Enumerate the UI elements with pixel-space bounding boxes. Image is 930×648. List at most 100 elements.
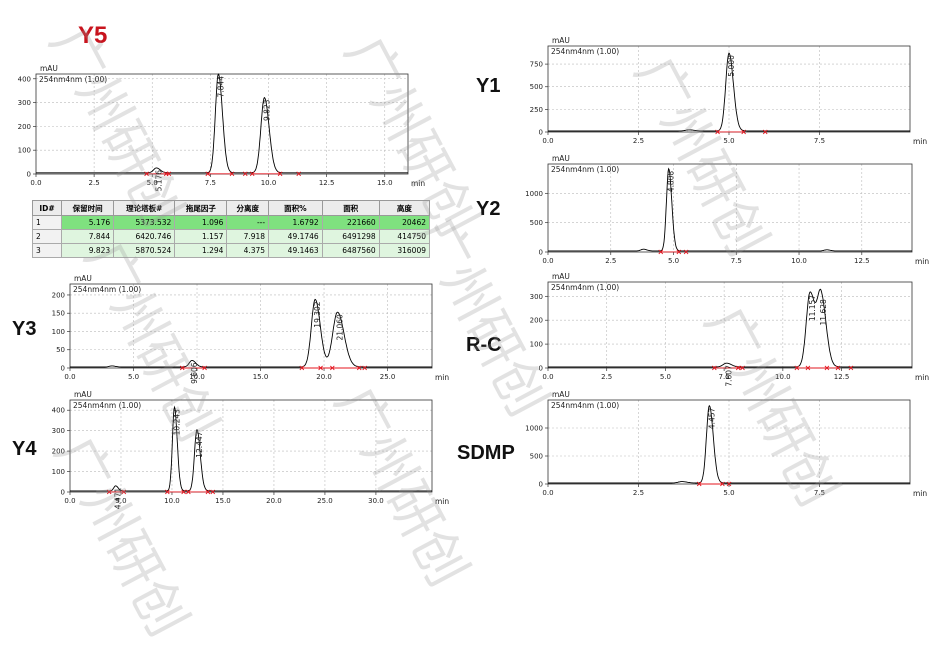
x-tick-label: 0.0 (64, 373, 75, 381)
x-tick-label: 0.0 (542, 257, 553, 265)
trace-label: 254nm4nm (1.00) (39, 75, 107, 84)
y-axis-label: mAU (552, 154, 570, 163)
peak-label: 11.157 (808, 295, 817, 321)
x-axis-unit: min (915, 373, 929, 382)
integration-marker (277, 171, 283, 177)
table-cell: 1 (32, 215, 62, 230)
table-row: 3 9.823 5870.524 1.294 4.375 49.1463 648… (32, 243, 431, 258)
table-cell: 6487560 (321, 243, 380, 258)
table-cell: 221660 (321, 215, 380, 230)
x-tick-label: 10.0 (189, 373, 205, 381)
y-tick-label: 100 (52, 468, 65, 476)
y4-label: Y4 (12, 438, 37, 460)
rc-label: R-C (466, 334, 502, 356)
trace-label: 254nm4nm (1.00) (73, 285, 141, 294)
integration-marker (299, 365, 305, 371)
y-tick-label: 50 (56, 346, 65, 354)
y-tick-label: 500 (530, 453, 543, 461)
integration-marker (848, 365, 854, 371)
y5-label: Y5 (78, 22, 108, 49)
x-tick-label: 5.0 (147, 179, 158, 187)
plot-frame (69, 283, 433, 369)
integration-marker (242, 171, 248, 177)
y-tick-label: 0 (539, 365, 543, 373)
table-header-cell: 高度 (378, 200, 431, 216)
x-axis-unit: min (435, 373, 449, 382)
y-tick-label: 150 (52, 310, 65, 318)
x-tick-label: 10.0 (164, 497, 180, 505)
y-tick-label: 0 (61, 489, 65, 497)
x-tick-label: 10.0 (791, 257, 807, 265)
peak-label: 7.844 (216, 76, 225, 98)
peak-label: 4.808 (667, 171, 676, 193)
x-tick-label: 10.0 (775, 373, 791, 381)
y-tick-label: 0 (539, 129, 543, 137)
peak-label: 4.457 (707, 407, 716, 429)
x-tick-label: 30.0 (368, 497, 384, 505)
y-tick-label: 0 (539, 481, 543, 489)
y-tick-label: 300 (530, 293, 543, 301)
chromatogram-trace (70, 405, 432, 492)
x-tick-label: 5.0 (128, 373, 139, 381)
integration-marker (229, 171, 235, 177)
trace-label: 254nm4nm (1.00) (551, 165, 619, 174)
table-row: 2 7.844 6420.746 1.157 7.918 49.1746 649… (32, 229, 431, 244)
peak-label: 10.243 (172, 409, 181, 435)
peak-label: 9.606 (190, 362, 199, 384)
table-cell: 5373.532 (113, 215, 176, 230)
y-tick-label: 0 (539, 249, 543, 257)
x-tick-label: 7.5 (814, 489, 825, 497)
integration-marker (210, 489, 216, 495)
x-tick-label: 20.0 (266, 497, 282, 505)
x-tick-label: 5.0 (660, 373, 671, 381)
y3-label: Y3 (12, 318, 37, 340)
table-header-cell: 保留时间 (60, 200, 115, 216)
y-tick-label: 1000 (525, 190, 543, 198)
table-cell: 9.823 (60, 243, 115, 258)
table-header-cell: 理论塔板# (113, 200, 176, 216)
x-tick-label: 2.5 (89, 179, 100, 187)
integration-marker (249, 171, 255, 177)
x-tick-label: 0.0 (64, 497, 75, 505)
y-tick-label: 400 (52, 407, 65, 415)
x-tick-label: 7.5 (731, 257, 742, 265)
y-tick-label: 500 (530, 83, 543, 91)
integration-marker (726, 481, 732, 487)
table-header-cell: ID# (32, 200, 62, 216)
table-cell: 3 (32, 243, 62, 258)
plot-frame (547, 163, 913, 253)
table-cell: 20462 (378, 215, 431, 230)
peak-label: 19.302 (313, 301, 322, 327)
integration-marker (762, 129, 768, 135)
table-header-row: ID# 保留时间 理论塔板# 拖尾因子 分离度 面积% 面积 高度 (32, 200, 431, 216)
integration-marker (658, 249, 664, 255)
integration-marker (696, 481, 702, 487)
peak-label: 12.447 (195, 431, 204, 457)
integration-marker (164, 489, 170, 495)
peak-label: 9.823 (262, 99, 271, 121)
x-tick-label: 7.5 (719, 373, 730, 381)
x-tick-label: 7.5 (205, 179, 216, 187)
integration-marker (794, 365, 800, 371)
y-axis-label: mAU (74, 390, 92, 399)
x-tick-label: 25.0 (317, 497, 333, 505)
y-tick-label: 250 (530, 106, 543, 114)
y-tick-label: 100 (52, 328, 65, 336)
x-tick-label: 5.0 (668, 257, 679, 265)
table-cell: 1.6792 (268, 215, 323, 230)
integration-marker (835, 365, 841, 371)
trace-label: 254nm4nm (1.00) (551, 401, 619, 410)
y-axis-label: mAU (74, 274, 92, 283)
table-header-cell: 面积 (321, 200, 380, 216)
integration-marker (179, 365, 185, 371)
y-tick-label: 200 (18, 123, 31, 131)
integration-marker (715, 129, 720, 135)
integration-marker (740, 365, 745, 371)
chromatogram-trace (36, 73, 408, 174)
integration-marker (181, 489, 186, 495)
y-tick-label: 200 (530, 317, 543, 325)
sdmp-label: SDMP (457, 442, 515, 464)
y-axis-label: mAU (552, 272, 570, 281)
table-cell: 6420.746 (113, 229, 176, 244)
y-tick-label: 750 (530, 61, 543, 69)
